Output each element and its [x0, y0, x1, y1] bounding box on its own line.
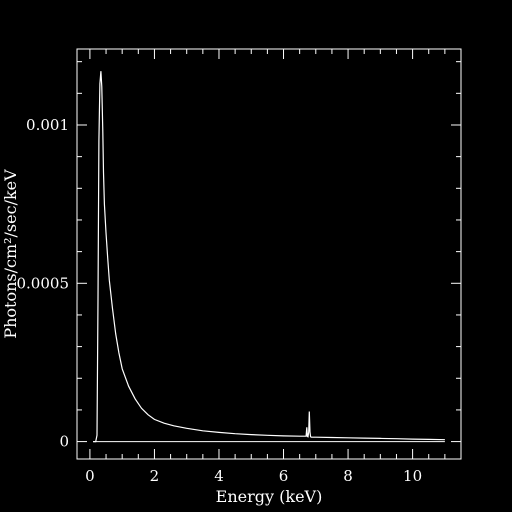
axis-tick-labels: 0 2 4 6 8 10 0 0.0005 0.001 — [17, 116, 423, 485]
x-tick-label: 2 — [150, 467, 160, 485]
y-axis-label: Photons/cm²/sec/keV — [1, 169, 20, 339]
y-tick-label: 0.001 — [26, 116, 69, 134]
x-tick-label: 10 — [403, 467, 422, 485]
plot-frame — [76, 48, 462, 460]
y-tick-label: 0 — [59, 433, 69, 451]
x-tick-label: 0 — [85, 467, 95, 485]
axis-ticks — [77, 49, 461, 459]
series-line — [93, 71, 445, 443]
x-tick-label: 6 — [279, 467, 289, 485]
y-tick-label: 0.0005 — [17, 274, 70, 292]
x-tick-label: 4 — [214, 467, 224, 485]
x-tick-label: 8 — [343, 467, 353, 485]
x-axis-label: Energy (keV) — [216, 487, 323, 506]
